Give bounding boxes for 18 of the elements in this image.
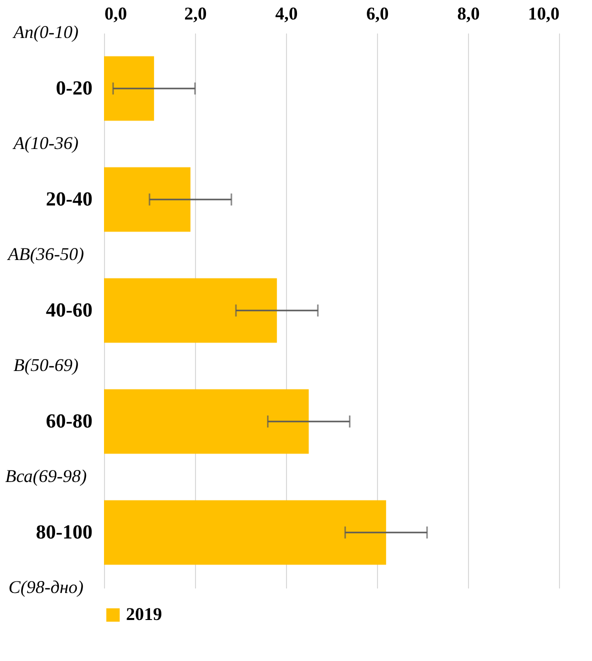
text: В(50-69) — [14, 355, 78, 375]
y-tick-label: 60-80 — [46, 410, 92, 432]
text: Вса(69-98) — [5, 466, 87, 486]
y-tick-label: 40-60 — [46, 300, 92, 322]
text: С(98-дно) — [8, 577, 84, 597]
text: АВ(36-50) — [7, 244, 84, 264]
text: А(10-36) — [12, 133, 78, 153]
x-tick-label: 10,0 — [528, 4, 560, 24]
y-tick-label: 0-20 — [56, 78, 92, 100]
x-tick-label: 4,0 — [275, 4, 298, 24]
y-tick-label: 20-40 — [46, 188, 92, 210]
x-tick-label: 0,0 — [104, 4, 127, 24]
x-tick-label: 6,0 — [366, 4, 389, 24]
legend-label: 2019 — [126, 604, 162, 624]
text: Ап(0-10) — [12, 22, 78, 42]
x-tick-label: 8,0 — [457, 4, 480, 24]
y-tick-label: 80-100 — [36, 522, 92, 544]
x-tick-label: 2,0 — [184, 4, 207, 24]
